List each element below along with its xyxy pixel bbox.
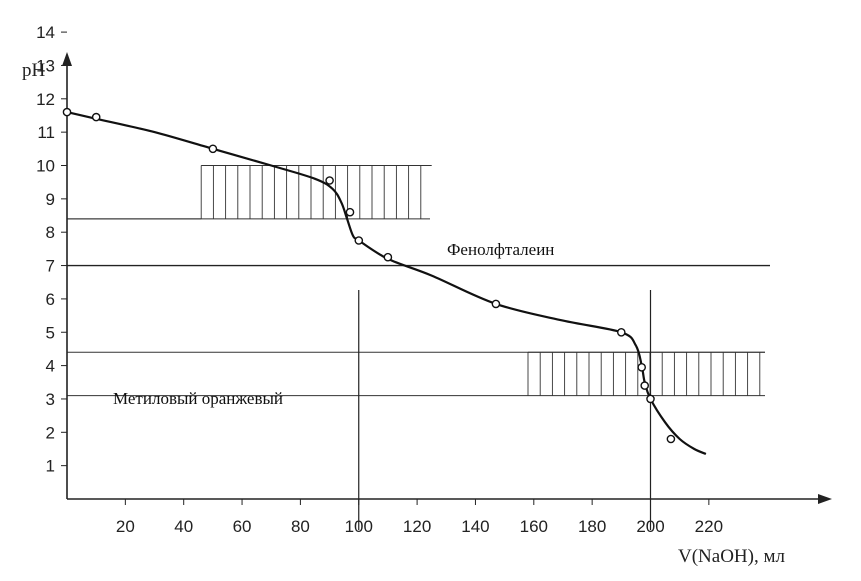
y-tick-label: 7 bbox=[46, 257, 55, 276]
x-tick-label: 80 bbox=[291, 517, 310, 536]
ticks-layer: 20 40 60 80 100 120 140 160 180 200 22012345678910… bbox=[36, 23, 723, 536]
x-axis-arrow-icon bbox=[818, 494, 832, 504]
x-tick-label: 180 bbox=[578, 517, 606, 536]
x-tick-label: 120 bbox=[403, 517, 431, 536]
y-tick-label: 12 bbox=[36, 90, 55, 109]
y-axis-label: pH bbox=[22, 60, 46, 81]
data-point bbox=[646, 394, 655, 404]
data-point bbox=[666, 434, 676, 444]
data-point bbox=[91, 112, 101, 122]
indicator-band bbox=[67, 165, 432, 220]
y-tick-label: 10 bbox=[36, 157, 55, 176]
x-tick-label: 40 bbox=[174, 517, 193, 536]
data-point bbox=[208, 144, 218, 154]
y-tick-label: 2 bbox=[46, 423, 55, 442]
data-point bbox=[383, 252, 393, 262]
markers-layer bbox=[62, 107, 676, 444]
y-tick-label: 3 bbox=[46, 390, 55, 409]
y-tick-label: 9 bbox=[46, 190, 55, 209]
x-tick-label: 100 bbox=[345, 517, 373, 536]
y-tick-label: 1 bbox=[46, 457, 55, 476]
x-tick-label: 220 bbox=[695, 517, 723, 536]
y-tick-label: 13 bbox=[36, 56, 55, 75]
y-tick-label: 8 bbox=[46, 223, 55, 242]
x-tick-label: 20 bbox=[116, 517, 135, 536]
data-point bbox=[491, 299, 501, 309]
y-tick-label: 4 bbox=[46, 357, 55, 376]
x-tick-label: 60 bbox=[233, 517, 252, 536]
data-point bbox=[354, 236, 364, 245]
data-point bbox=[637, 362, 647, 372]
data-point bbox=[640, 381, 650, 390]
data-point bbox=[62, 107, 72, 117]
x-tick-label: 140 bbox=[461, 517, 489, 536]
y-tick-label: 5 bbox=[46, 323, 55, 342]
axes-layer: pH V(NaOH), мл bbox=[22, 52, 832, 567]
data-point bbox=[345, 207, 355, 217]
x-axis-label: V(NaOH), мл bbox=[678, 546, 785, 567]
indicator-label: Фенолфталеин bbox=[447, 240, 554, 259]
y-axis-arrow-icon bbox=[62, 52, 72, 66]
indicator-labels-layer: Фенолфталеин Метиловый оранжевый bbox=[113, 240, 554, 408]
reference-lines-layer bbox=[67, 264, 770, 530]
y-tick-label: 6 bbox=[46, 290, 55, 309]
x-tick-label: 200 bbox=[636, 517, 664, 536]
data-point bbox=[325, 176, 334, 185]
data-point bbox=[617, 327, 626, 337]
x-tick-label: 160 bbox=[520, 517, 548, 536]
indicator-label: Метиловый оранжевый bbox=[113, 389, 283, 408]
indicator-bands-layer bbox=[67, 165, 765, 397]
y-tick-label: 14 bbox=[36, 23, 55, 42]
y-tick-label: 11 bbox=[37, 123, 55, 142]
